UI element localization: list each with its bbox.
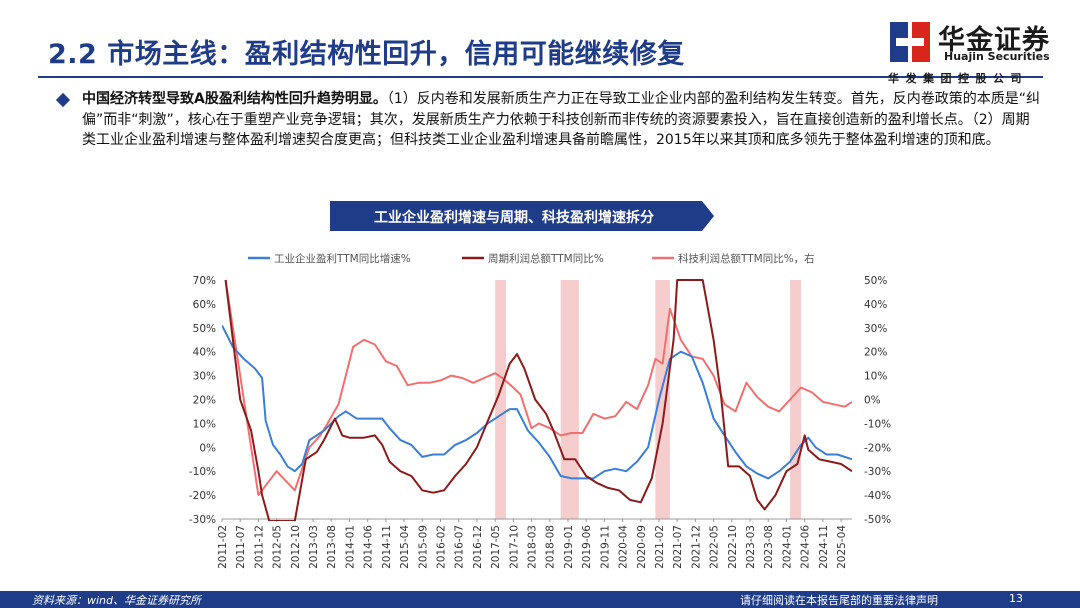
y-left-tick-label: 60% <box>193 299 216 311</box>
body-text: （1）反内卷和发展新质生产力正在导致工业企业内部的盈利结构发生转变。首先，反内卷… <box>82 91 1041 148</box>
x-tick-label: 2024-11 <box>818 525 830 569</box>
x-tick-label: 2025-04 <box>836 525 848 569</box>
legend-label-2: 科技利润总额TTM同比%，右 <box>678 252 815 265</box>
x-tick-label: 2014-11 <box>381 525 393 569</box>
page-title: 2.2 市场主线：盈利结构性回升，信用可能继续修复 <box>48 39 685 70</box>
x-tick-label: 2019-11 <box>599 525 611 569</box>
logo-english-name: Huajin Securities <box>944 50 1050 63</box>
y-left-tick-label: 10% <box>193 418 216 430</box>
x-tick-label: 2024-06 <box>800 525 812 569</box>
legend-label-0: 工业企业盈利TTM同比增速% <box>274 252 411 265</box>
x-tick-label: 2012-05 <box>272 525 284 569</box>
x-tick-label: 2019-01 <box>563 525 575 569</box>
shaded-period-3 <box>790 280 802 519</box>
y-right-tick-label: 0% <box>864 395 881 407</box>
diamond-bullet-icon <box>55 92 71 108</box>
logo-company-line: 华发集团控股公司 <box>888 72 1028 85</box>
footer-bar <box>0 591 1080 608</box>
x-tick-label: 2011-02 <box>217 525 229 569</box>
x-tick-label: 2017-05 <box>490 525 502 569</box>
y-right-tick-label: -20% <box>864 442 891 454</box>
x-tick-label: 2015-09 <box>417 525 429 569</box>
series-line-1 <box>224 279 852 521</box>
x-tick-label: 2021-02 <box>654 525 666 569</box>
y-left-tick-label: -20% <box>189 490 216 502</box>
y-right-tick-label: -30% <box>864 466 891 478</box>
footer-legal-notice[interactable]: 请仔细阅读在本报告尾部的重要法律声明 <box>740 594 938 607</box>
x-tick-label: 2016-07 <box>454 525 466 569</box>
y-left-tick-label: 20% <box>193 395 216 407</box>
body-lead: 中国经济转型导致A股盈利结构性回升趋势明显。 <box>82 91 387 107</box>
y-right-tick-label: 10% <box>864 371 887 383</box>
x-tick-label: 2013-03 <box>308 525 320 569</box>
x-tick-label: 2020-09 <box>636 525 648 569</box>
series-line-2 <box>224 279 852 497</box>
y-left-tick-label: 0% <box>199 442 216 454</box>
x-tick-label: 2022-10 <box>727 525 739 569</box>
body-paragraph: 中国经济转型导致A股盈利结构性回升趋势明显。（1）反内卷和发展新质生产力正在导致… <box>82 89 1042 151</box>
y-right-tick-label: -40% <box>864 490 891 502</box>
x-tick-label: 2021-12 <box>690 525 702 569</box>
y-right-tick-label: 30% <box>864 323 887 335</box>
x-tick-label: 2014-06 <box>363 525 375 569</box>
chart-banner-title: 工业企业盈利增速与周期、科技盈利增速拆分 <box>374 210 654 226</box>
profit-growth-chart: 70% 60% 50% 40% 30% 20% 10% 0% -10% -20% -30% 50% 40… <box>189 252 891 569</box>
y-left-tick-label: 30% <box>193 371 216 383</box>
x-tick-label: 2011-12 <box>253 525 265 569</box>
page-number: 13 <box>1009 592 1023 605</box>
x-tick-label: 2014-01 <box>344 525 356 569</box>
huajin-logo-mark-icon <box>890 22 930 62</box>
x-tick-label: 2020-04 <box>618 525 630 569</box>
shaded-period-2 <box>655 280 670 519</box>
y-right-tick-label: -10% <box>864 418 891 430</box>
x-tick-label: 2011-07 <box>235 525 247 569</box>
x-tick-label: 2019-06 <box>581 525 593 569</box>
legend-label-1: 周期利润总额TTM同比% <box>488 252 604 265</box>
logo-chinese-name: 华金证券 <box>938 25 1050 56</box>
x-tick-label: 2018-03 <box>527 525 539 569</box>
shaded-period-0 <box>495 280 507 519</box>
title-rule <box>38 76 1043 78</box>
footer-source: 资料来源：wind、华金证券研究所 <box>32 594 202 607</box>
x-tick-label: 2023-08 <box>763 525 775 569</box>
x-tick-label: 2016-02 <box>435 525 447 569</box>
x-tick-label: 2022-05 <box>709 525 721 569</box>
series-line-0 <box>222 324 852 480</box>
x-tick-label: 2023-03 <box>745 525 757 569</box>
y-left-tick-label: 50% <box>193 323 216 335</box>
y-left-tick-label: -30% <box>189 514 216 526</box>
y-right-tick-label: -50% <box>864 514 891 526</box>
x-tick-label: 2021-07 <box>672 525 684 569</box>
y-right-tick-label: 20% <box>864 347 887 359</box>
shaded-period-1 <box>560 280 579 519</box>
x-tick-label: 2013-08 <box>326 525 338 569</box>
y-left-tick-label: 70% <box>193 275 216 287</box>
y-left-tick-label: -10% <box>189 466 216 478</box>
x-tick-label: 2015-04 <box>399 525 411 569</box>
x-tick-label: 2017-10 <box>508 525 520 569</box>
x-tick-label: 2018-08 <box>545 525 557 569</box>
y-left-tick-label: 40% <box>193 347 216 359</box>
y-right-tick-label: 50% <box>864 275 887 287</box>
x-tick-label: 2012-10 <box>290 525 302 569</box>
company-logo: 华金证券 Huajin Securities 华发集团控股公司 <box>888 18 1068 88</box>
chart-banner <box>330 201 714 231</box>
x-tick-label: 2024-01 <box>781 525 793 569</box>
x-tick-label: 2016-12 <box>472 525 484 569</box>
y-right-tick-label: 40% <box>864 299 887 311</box>
